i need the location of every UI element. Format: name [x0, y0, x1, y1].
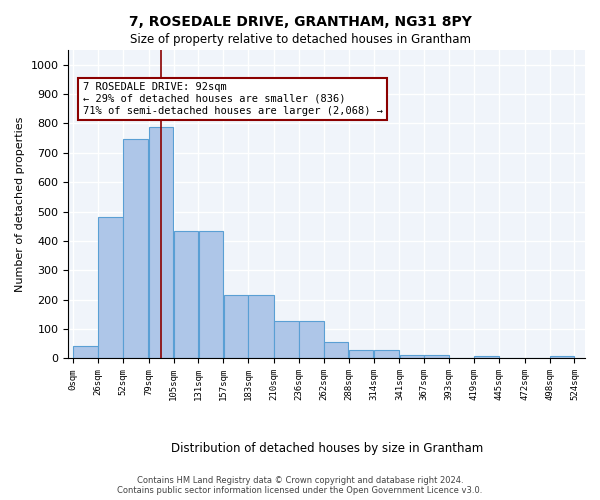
Text: Contains HM Land Registry data © Crown copyright and database right 2024.
Contai: Contains HM Land Registry data © Crown c… [118, 476, 482, 495]
Text: Size of property relative to detached houses in Grantham: Size of property relative to detached ho… [130, 32, 470, 46]
Bar [123, 138, 148, 358]
Bar [424, 355, 449, 358]
Bar [248, 295, 274, 358]
Bar [149, 127, 173, 358]
Bar [400, 355, 424, 358]
Bar [274, 321, 299, 358]
Bar [174, 231, 198, 358]
Bar [98, 217, 122, 358]
Bar [73, 346, 98, 358]
Text: 7, ROSEDALE DRIVE, GRANTHAM, NG31 8PY: 7, ROSEDALE DRIVE, GRANTHAM, NG31 8PY [128, 15, 472, 29]
Bar [550, 356, 574, 358]
Bar [324, 342, 349, 358]
Bar [349, 350, 373, 358]
X-axis label: Distribution of detached houses by size in Grantham: Distribution of detached houses by size … [170, 442, 483, 455]
Bar [299, 321, 323, 358]
Bar [474, 356, 499, 358]
Text: 7 ROSEDALE DRIVE: 92sqm
← 29% of detached houses are smaller (836)
71% of semi-d: 7 ROSEDALE DRIVE: 92sqm ← 29% of detache… [83, 82, 383, 116]
Bar [199, 231, 223, 358]
Bar [224, 295, 248, 358]
Y-axis label: Number of detached properties: Number of detached properties [15, 116, 25, 292]
Bar [374, 350, 399, 358]
